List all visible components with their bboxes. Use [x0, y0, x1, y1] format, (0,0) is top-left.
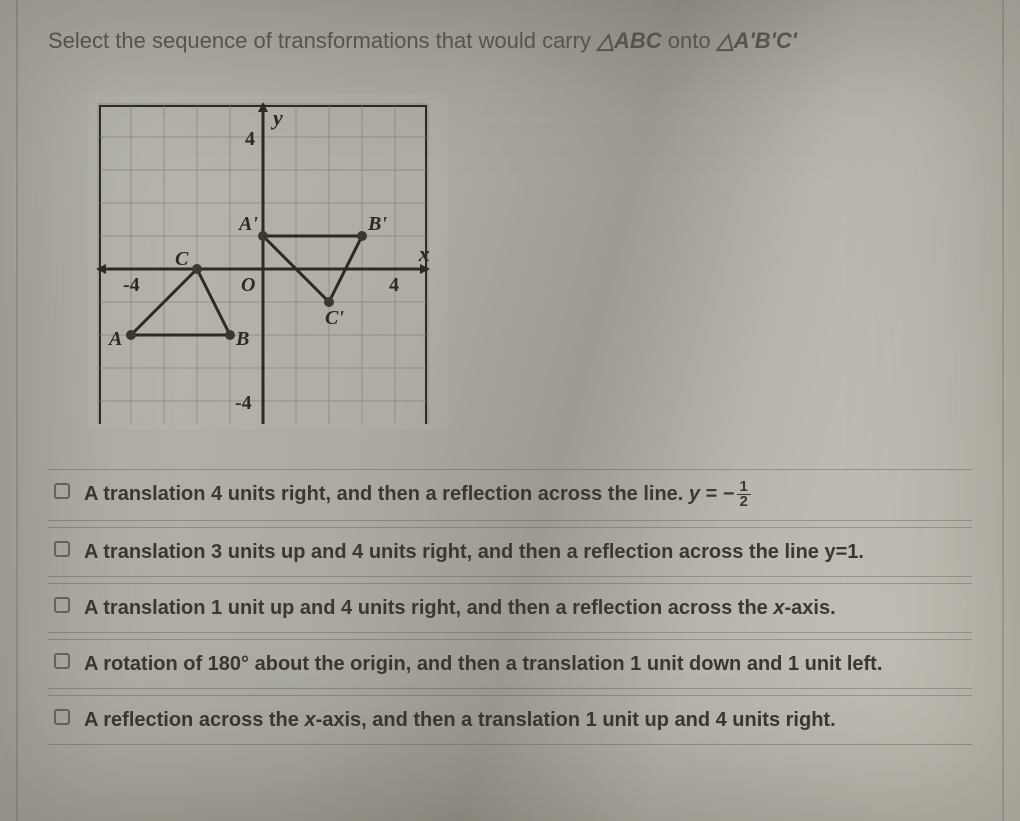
option-row[interactable]: A rotation of 180° about the origin, and… — [48, 639, 972, 689]
option-checkbox[interactable] — [54, 483, 70, 499]
graph-svg: A B C A' B' C' -4 4 4 -4 Ox y — [88, 94, 448, 424]
option-text: A rotation of 180° about the origin, and… — [84, 650, 882, 678]
svg-text:x: x — [418, 241, 430, 266]
svg-text:-4: -4 — [123, 274, 140, 296]
svg-text:B': B' — [367, 213, 387, 235]
svg-text:-4: -4 — [235, 392, 252, 414]
question-mid: onto — [668, 28, 717, 53]
question-prefix: Select the sequence of transformations t… — [48, 28, 597, 53]
option-checkbox[interactable] — [54, 653, 70, 669]
answer-options: A translation 4 units right, and then a … — [48, 469, 972, 745]
question-text: Select the sequence of transformations t… — [48, 28, 972, 54]
svg-text:C': C' — [325, 307, 344, 329]
option-checkbox[interactable] — [54, 597, 70, 613]
question-tri1: △ABC — [597, 28, 662, 53]
right-margin-line — [1002, 0, 1004, 821]
svg-text:A': A' — [237, 213, 258, 235]
svg-text:O: O — [241, 274, 255, 296]
svg-text:C: C — [175, 248, 189, 270]
option-checkbox[interactable] — [54, 709, 70, 725]
option-text: A translation 1 unit up and 4 units righ… — [84, 594, 836, 622]
option-row[interactable]: A reflection across the x-axis, and then… — [48, 695, 972, 745]
option-text: A translation 3 units up and 4 units rig… — [84, 538, 864, 566]
option-checkbox[interactable] — [54, 541, 70, 557]
svg-text:B: B — [235, 328, 249, 350]
left-margin-line — [16, 0, 18, 821]
question-tri2: △A'B'C' — [717, 28, 797, 53]
svg-text:4: 4 — [389, 274, 399, 296]
svg-text:4: 4 — [245, 128, 255, 150]
coordinate-graph: A B C A' B' C' -4 4 4 -4 Ox y — [88, 94, 448, 429]
option-row[interactable]: A translation 3 units up and 4 units rig… — [48, 527, 972, 577]
option-text: A reflection across the x-axis, and then… — [84, 706, 836, 734]
svg-text:y: y — [270, 105, 283, 130]
svg-text:A: A — [107, 328, 122, 350]
option-row[interactable]: A translation 1 unit up and 4 units righ… — [48, 583, 972, 633]
option-text: A translation 4 units right, and then a … — [84, 480, 751, 510]
option-row[interactable]: A translation 4 units right, and then a … — [48, 469, 972, 521]
